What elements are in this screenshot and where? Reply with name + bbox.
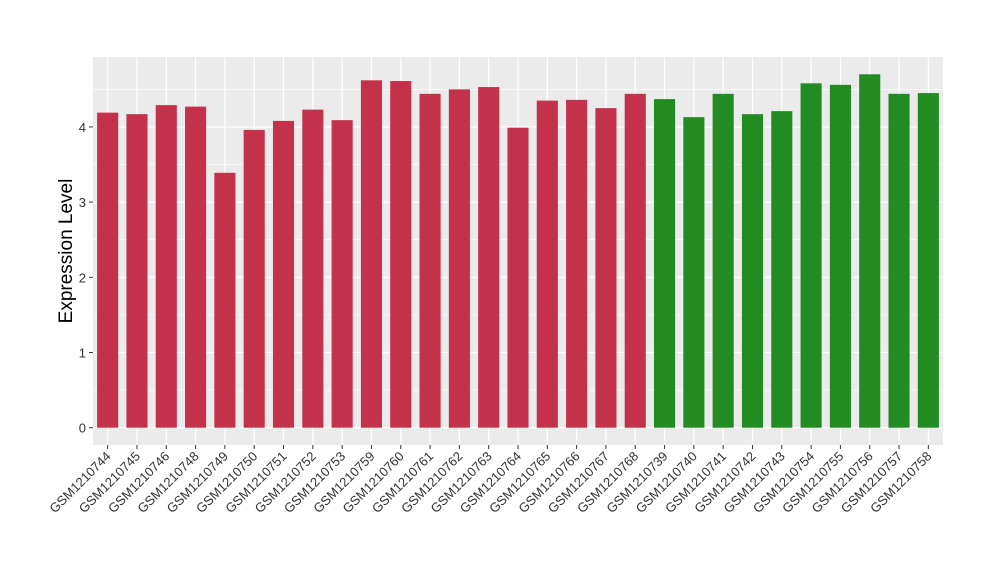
bar-GSM1210744 <box>97 112 119 428</box>
y-tick-label: 3 <box>79 195 86 210</box>
bar-GSM1210739 <box>654 99 676 428</box>
bar-GSM1210753 <box>331 120 353 428</box>
bar-GSM1210763 <box>478 87 500 428</box>
y-axis: 0 1 2 3 4 <box>79 120 93 436</box>
bar-GSM1210765 <box>536 100 558 428</box>
bar-GSM1210757 <box>888 93 910 428</box>
y-axis-label: Expression Level <box>56 179 77 324</box>
bar-GSM1210741 <box>712 93 734 428</box>
bar-GSM1210748 <box>185 106 207 428</box>
x-axis: GSM1210744GSM1210745GSM1210746GSM1210748… <box>46 445 934 516</box>
bar-GSM1210758 <box>917 93 939 428</box>
y-tick-label: 2 <box>79 270 86 285</box>
bar-GSM1210767 <box>595 108 617 428</box>
y-tick-label: 0 <box>79 421 86 436</box>
bar-GSM1210740 <box>683 117 705 428</box>
bar-GSM1210750 <box>243 129 265 428</box>
y-tick-label: 4 <box>79 120 86 135</box>
y-tick-label: 1 <box>79 346 86 361</box>
bars <box>97 74 939 428</box>
bar-GSM1210755 <box>829 84 851 428</box>
bar-GSM1210761 <box>419 93 441 428</box>
bar-GSM1210751 <box>272 120 295 428</box>
bar-GSM1210768 <box>624 93 646 428</box>
bar-GSM1210766 <box>566 99 588 428</box>
bar-GSM1210746 <box>155 105 177 428</box>
bar-GSM1210743 <box>771 111 793 428</box>
bar-GSM1210749 <box>214 172 236 428</box>
bar-GSM1210745 <box>126 114 148 428</box>
bar-GSM1210760 <box>390 81 412 428</box>
bar-GSM1210764 <box>507 127 529 428</box>
bar-GSM1210756 <box>859 74 881 428</box>
bar-GSM1210742 <box>741 114 764 428</box>
bar-GSM1210762 <box>448 89 470 428</box>
bar-GSM1210754 <box>800 83 822 428</box>
bar-GSM1210752 <box>302 109 324 428</box>
bar-GSM1210759 <box>360 80 382 428</box>
